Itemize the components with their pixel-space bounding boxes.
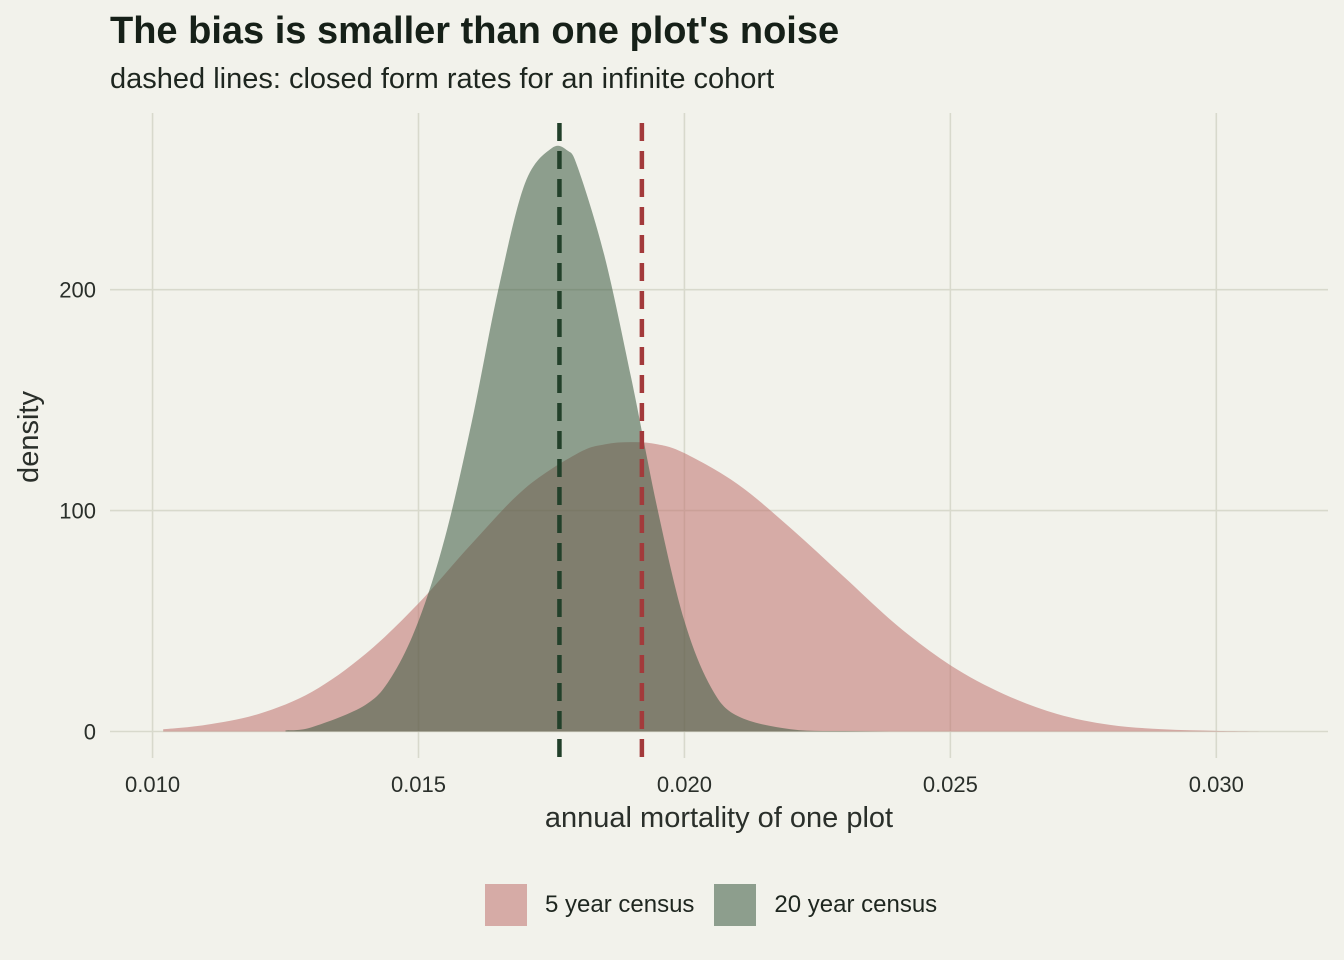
legend-item-20-year: 20 year census <box>714 884 937 926</box>
legend-label-20-year: 20 year census <box>774 891 938 918</box>
y-axis-label: density <box>13 391 45 483</box>
axis-ticks: 0.010 0.015 0.020 0.025 0.030 0 100 200 <box>59 278 1244 797</box>
x-tick-label: 0.015 <box>391 772 446 797</box>
legend-label-5-year: 5 year census <box>545 891 695 918</box>
x-tick-label: 0.020 <box>657 772 712 797</box>
x-tick-label: 0.030 <box>1189 772 1244 797</box>
x-tick-label: 0.025 <box>923 772 978 797</box>
x-tick-label: 0.010 <box>125 772 180 797</box>
chart-subtitle: dashed lines: closed form rates for an i… <box>110 63 775 95</box>
density-area-5-year <box>163 442 1270 732</box>
chart-title: The bias is smaller than one plot's nois… <box>110 10 840 52</box>
y-tick-label: 200 <box>59 278 96 303</box>
density-area-20-year <box>285 145 951 732</box>
y-tick-label: 0 <box>84 719 96 744</box>
legend: 5 year census 20 year census <box>485 884 957 926</box>
legend-item-5-year: 5 year census <box>485 884 694 926</box>
density-areas <box>163 145 1270 732</box>
legend-swatch-20-year <box>714 884 757 926</box>
x-axis-label: annual mortality of one plot <box>545 802 893 834</box>
reference-lines <box>557 123 645 758</box>
y-tick-label: 100 <box>59 499 96 524</box>
legend-swatch-5-year <box>485 884 527 926</box>
